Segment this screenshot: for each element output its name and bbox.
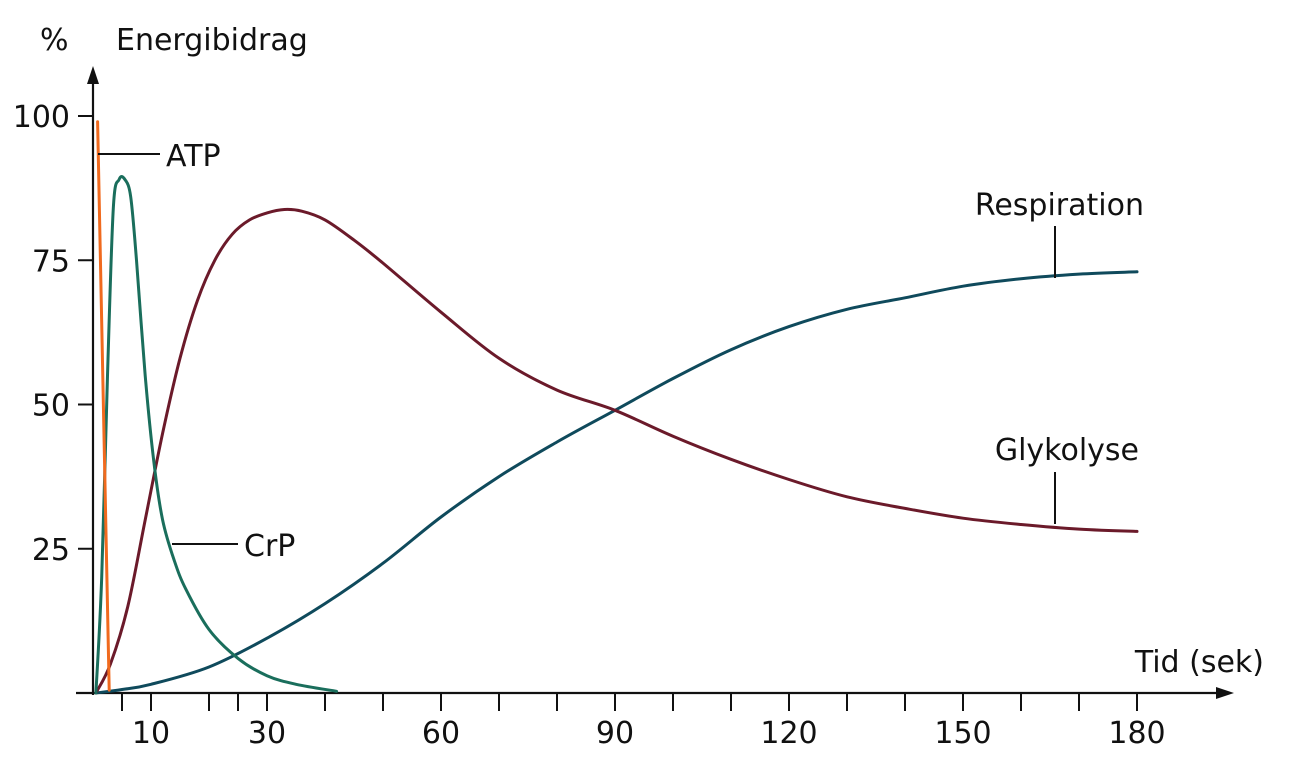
series-labels: ATP CrP Respiration Glykolyse [98, 139, 1144, 564]
crp-label: CrP [244, 529, 295, 564]
x-tick-label-60: 60 [422, 716, 460, 751]
y-axis-label: % [40, 23, 69, 58]
x-tick-label-90: 90 [596, 716, 634, 751]
series-line-crp [94, 175, 339, 695]
y-tick-label-100: 100 [13, 100, 70, 135]
y-tick-label-75: 75 [32, 244, 70, 279]
x-tick-label-120: 120 [760, 716, 817, 751]
axes [76, 66, 1234, 699]
y-axis-arrow [87, 66, 99, 84]
x-ticks [121, 693, 1138, 711]
x-tick-label-10: 10 [132, 716, 170, 751]
respiration-label: Respiration [975, 188, 1144, 223]
x-tick-label-180: 180 [1108, 716, 1165, 751]
chart-title: Energibidrag [116, 23, 308, 58]
atp-label: ATP [166, 139, 221, 174]
series-line-glykolyse [94, 207, 1139, 695]
x-axis-label: Tid (sek) [1134, 645, 1264, 680]
x-tick-label-30: 30 [248, 716, 286, 751]
y-tick-label-25: 25 [32, 533, 70, 568]
glykolyse-label: Glykolyse [995, 433, 1139, 468]
series-lines [94, 120, 1139, 695]
y-ticks: 25 50 75 100 [13, 100, 93, 568]
x-tick-labels: 10 30 60 90 120 150 180 [132, 716, 1166, 751]
series-line-atp [96, 120, 111, 692]
y-tick-label-50: 50 [32, 389, 70, 424]
series-line-respiration [94, 270, 1139, 695]
x-axis-arrow [1216, 687, 1234, 699]
x-tick-label-150: 150 [934, 716, 991, 751]
